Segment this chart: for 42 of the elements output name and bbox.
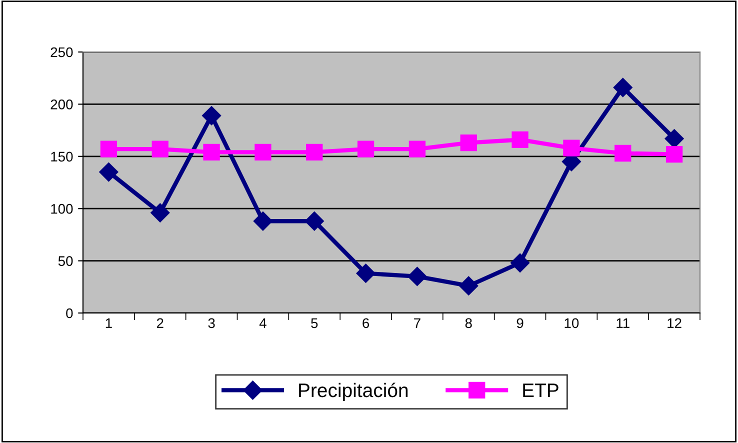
point	[99, 162, 118, 182]
x-tick-label: 7	[414, 318, 420, 328]
x-tick-label: 12	[668, 318, 682, 328]
x-tick-label: 6	[362, 318, 370, 328]
point	[613, 78, 632, 98]
legend-label: ETP	[523, 384, 558, 398]
point	[563, 140, 580, 156]
point	[152, 140, 168, 158]
point	[666, 146, 683, 163]
x-tick-label: 8	[465, 318, 472, 328]
y-tick-label: 50	[58, 256, 73, 266]
point	[253, 212, 272, 231]
point	[512, 131, 528, 148]
point	[306, 144, 323, 161]
x-tick-label: 3	[208, 318, 215, 328]
point	[408, 140, 426, 158]
y-tick-label: 150	[51, 152, 73, 162]
legend-label: Precipitación	[299, 382, 408, 402]
y-tick-label: 0	[66, 308, 73, 318]
x-tick-label: 4	[259, 318, 266, 328]
x-tick-label: 9	[516, 318, 524, 328]
point	[510, 253, 530, 272]
point	[356, 264, 376, 283]
point	[304, 212, 324, 231]
point	[150, 203, 170, 222]
point	[357, 140, 374, 158]
x-tick-label: 11	[616, 318, 630, 328]
x-tick-label: 5	[311, 318, 318, 328]
point	[408, 266, 427, 286]
x-tick-label: 1	[106, 318, 112, 328]
point	[202, 106, 222, 126]
y-tick-label: 100	[51, 204, 73, 214]
point	[254, 144, 272, 161]
point	[203, 144, 220, 161]
point	[100, 140, 118, 158]
point	[614, 144, 632, 162]
x-tick-label: 2	[156, 318, 164, 328]
y-tick-label: 250	[50, 47, 73, 58]
x-tick-label: 10	[564, 318, 579, 328]
point	[459, 276, 478, 296]
y-tick-label: 200	[50, 100, 73, 110]
point	[460, 134, 477, 152]
